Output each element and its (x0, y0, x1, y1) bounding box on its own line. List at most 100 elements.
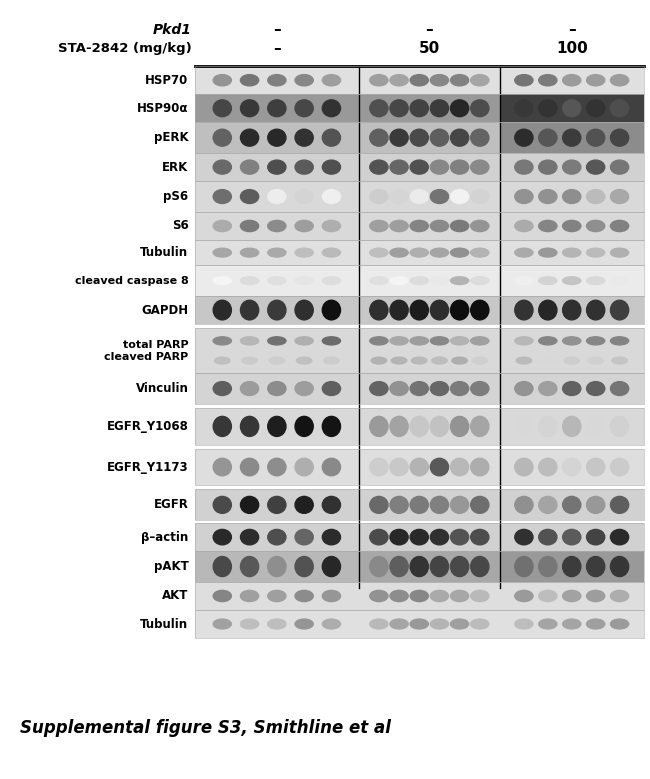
Ellipse shape (563, 337, 581, 345)
Ellipse shape (539, 556, 557, 576)
Ellipse shape (390, 556, 408, 576)
Ellipse shape (450, 619, 469, 629)
Bar (195, 551, 644, 582)
Ellipse shape (450, 160, 469, 174)
Ellipse shape (515, 100, 533, 117)
Ellipse shape (242, 358, 257, 364)
Ellipse shape (610, 458, 629, 476)
Ellipse shape (563, 277, 581, 284)
Text: –: – (426, 22, 433, 37)
Ellipse shape (410, 189, 428, 203)
Bar (359, 551, 500, 582)
Ellipse shape (539, 619, 557, 629)
Ellipse shape (213, 100, 231, 117)
Text: STA-2842 (mg/kg): STA-2842 (mg/kg) (58, 42, 192, 55)
Ellipse shape (213, 590, 231, 601)
Ellipse shape (240, 189, 259, 203)
Ellipse shape (610, 75, 629, 86)
Ellipse shape (430, 100, 448, 117)
Ellipse shape (515, 249, 533, 257)
Ellipse shape (324, 358, 339, 364)
Ellipse shape (390, 590, 408, 601)
Ellipse shape (586, 75, 605, 86)
Ellipse shape (268, 619, 286, 629)
Ellipse shape (240, 496, 259, 513)
Ellipse shape (586, 129, 605, 146)
Ellipse shape (450, 458, 469, 476)
Ellipse shape (240, 220, 259, 231)
Text: Pkd1: Pkd1 (153, 23, 192, 37)
Ellipse shape (268, 496, 286, 513)
Ellipse shape (450, 496, 469, 513)
Bar (359, 212, 500, 240)
Bar (195, 153, 359, 182)
Ellipse shape (471, 337, 489, 345)
Bar (195, 373, 359, 404)
Ellipse shape (539, 249, 557, 257)
Bar (195, 328, 359, 373)
Bar (195, 582, 644, 610)
Ellipse shape (471, 382, 489, 396)
Ellipse shape (213, 337, 231, 345)
Ellipse shape (295, 129, 313, 146)
Ellipse shape (563, 458, 581, 476)
Text: –: – (273, 22, 281, 37)
Ellipse shape (539, 590, 557, 601)
Ellipse shape (268, 337, 286, 345)
Ellipse shape (213, 249, 231, 257)
Ellipse shape (539, 220, 557, 231)
Bar (195, 265, 644, 296)
Ellipse shape (268, 590, 286, 601)
Ellipse shape (452, 358, 467, 364)
Bar (195, 66, 359, 94)
Bar (195, 182, 359, 212)
Bar (359, 66, 500, 94)
Ellipse shape (586, 530, 605, 545)
Ellipse shape (322, 337, 341, 345)
Bar (195, 122, 359, 153)
Bar (500, 373, 644, 404)
Text: cleaved caspase 8: cleaved caspase 8 (75, 276, 188, 286)
Ellipse shape (295, 100, 313, 117)
Bar (195, 240, 644, 265)
Ellipse shape (213, 220, 231, 231)
Ellipse shape (515, 590, 533, 601)
Ellipse shape (471, 277, 489, 284)
Text: Tubulin: Tubulin (140, 246, 188, 259)
Bar (195, 66, 644, 94)
Bar (500, 122, 644, 153)
Ellipse shape (410, 249, 428, 257)
Ellipse shape (515, 337, 533, 345)
Ellipse shape (450, 100, 469, 117)
Bar (500, 240, 644, 265)
Ellipse shape (610, 160, 629, 174)
Ellipse shape (390, 496, 408, 513)
Ellipse shape (450, 249, 469, 257)
Ellipse shape (268, 277, 286, 284)
Ellipse shape (539, 277, 557, 284)
Ellipse shape (370, 458, 388, 476)
Ellipse shape (370, 277, 388, 284)
Ellipse shape (564, 358, 580, 364)
Ellipse shape (370, 160, 388, 174)
Bar (195, 212, 359, 240)
Ellipse shape (390, 277, 408, 284)
Ellipse shape (430, 129, 448, 146)
Ellipse shape (563, 416, 581, 436)
Text: S6: S6 (172, 220, 188, 232)
Bar (359, 582, 500, 610)
Ellipse shape (472, 358, 488, 364)
Ellipse shape (213, 129, 231, 146)
Ellipse shape (240, 458, 259, 476)
Ellipse shape (390, 458, 408, 476)
Ellipse shape (539, 337, 557, 345)
Ellipse shape (322, 496, 341, 513)
Ellipse shape (515, 530, 533, 545)
Ellipse shape (295, 416, 313, 436)
Bar (500, 265, 644, 296)
Ellipse shape (430, 619, 448, 629)
Ellipse shape (240, 75, 259, 86)
Ellipse shape (450, 530, 469, 545)
Ellipse shape (268, 458, 286, 476)
Ellipse shape (539, 160, 557, 174)
